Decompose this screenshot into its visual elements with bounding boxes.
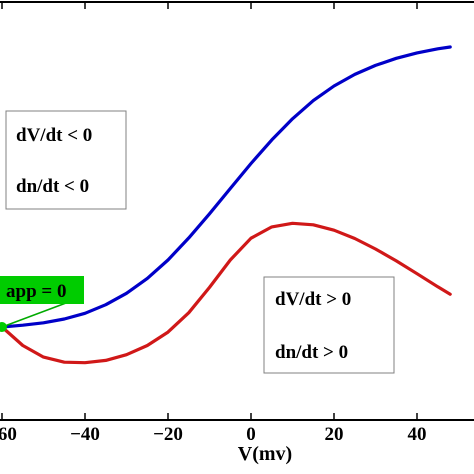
x-axis-label: V(mv) (238, 443, 292, 465)
x-tick-label: −40 (70, 424, 100, 445)
annotation-box-right-frame (263, 276, 395, 374)
annotation-box-left-frame (5, 110, 127, 210)
annotation-right-line2: dn/dt > 0 (275, 342, 348, 363)
point-annotation: app = 0 (0, 276, 84, 332)
series-layer (0, 45, 452, 365)
point-annotation-leader (1, 302, 67, 328)
point-annotation-label-bg (0, 276, 84, 304)
x-tick-label: −20 (153, 424, 183, 445)
x-tick-label: 40 (408, 424, 427, 445)
annotation-left-line2: dn/dt < 0 (16, 176, 89, 197)
plot-frame (0, 1, 474, 421)
x-tick-label: 0 (246, 424, 256, 445)
series-line-red (0, 221, 452, 365)
x-tick-layer: −60 −40 −20 0 20 40 (0, 2, 427, 445)
series-line-blue (0, 45, 452, 329)
equilibrium-point-marker (0, 322, 7, 332)
annotation-box-left: dV/dt < 0 dn/dt < 0 (5, 110, 127, 210)
x-tick-label: 20 (325, 424, 344, 445)
annotation-right-line1: dV/dt > 0 (275, 289, 351, 310)
x-tick-label: −60 (0, 424, 17, 445)
annotation-box-right: dV/dt > 0 dn/dt > 0 (263, 276, 395, 374)
annotation-left-line1: dV/dt < 0 (16, 125, 92, 146)
point-annotation-label: app = 0 (6, 281, 66, 302)
